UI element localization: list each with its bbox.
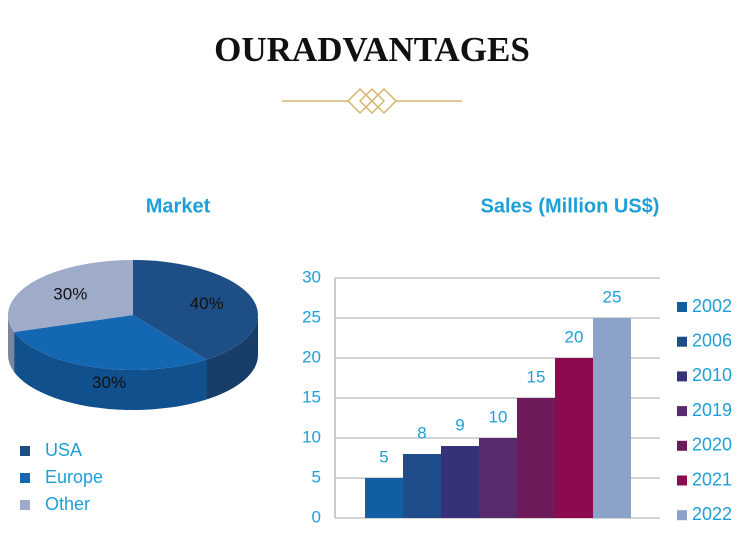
legend-swatch	[677, 302, 687, 312]
legend-swatch	[677, 440, 687, 451]
legend-label: 2022	[692, 504, 732, 524]
chart-title: Sales (Million US$)	[481, 195, 660, 217]
ornament	[282, 87, 462, 115]
y-tick-label: 30	[302, 267, 321, 286]
legend-label: Other	[45, 494, 90, 514]
data-label: 8	[417, 423, 426, 442]
bar	[403, 454, 441, 518]
pie-side	[14, 331, 207, 410]
legend-label: 2006	[692, 330, 732, 350]
bar	[593, 318, 631, 518]
data-label: 9	[455, 415, 464, 434]
legend-swatch	[677, 475, 687, 486]
y-tick-label: 15	[302, 387, 321, 406]
legend-label: 2002	[692, 296, 732, 316]
pie-slice	[133, 260, 259, 360]
legend-swatch	[677, 406, 687, 417]
legend-swatch	[677, 510, 687, 521]
data-label: 5	[379, 447, 388, 466]
chart-title: Market	[146, 195, 211, 217]
legend-label: USA	[45, 440, 82, 460]
pie-side	[206, 315, 258, 400]
y-tick-label: 20	[302, 347, 321, 366]
bar	[479, 438, 517, 518]
y-tick-label: 25	[302, 307, 321, 326]
legend-swatch	[677, 336, 687, 347]
data-label: 20	[565, 327, 584, 346]
page-title: OURADVANTAGES	[214, 30, 530, 69]
data-label: 10	[489, 407, 508, 426]
pie-slice	[14, 315, 207, 370]
legend-label: Europe	[45, 467, 103, 487]
legend-label: 2019	[692, 400, 732, 420]
data-label: 25	[603, 287, 622, 306]
pie-label: 40%	[190, 294, 224, 313]
pie-label: 30%	[92, 373, 126, 392]
legend-swatch	[20, 446, 30, 456]
y-tick-label: 10	[302, 427, 321, 446]
legend-label: 2021	[692, 469, 732, 489]
y-tick-label: 5	[312, 467, 321, 486]
y-tick-label: 0	[312, 507, 321, 526]
pie-side	[8, 315, 15, 372]
legend-swatch	[20, 500, 30, 510]
bar	[555, 358, 593, 518]
legend-label: 2010	[692, 365, 732, 385]
bar	[365, 478, 403, 518]
pie-label: 30%	[53, 284, 87, 303]
legend-swatch	[677, 371, 687, 382]
data-label: 15	[527, 367, 546, 386]
legend-swatch	[20, 473, 30, 483]
legend-label: 2020	[692, 435, 732, 455]
bar	[441, 446, 479, 518]
pie-slice	[7, 260, 134, 332]
bar	[517, 398, 555, 518]
